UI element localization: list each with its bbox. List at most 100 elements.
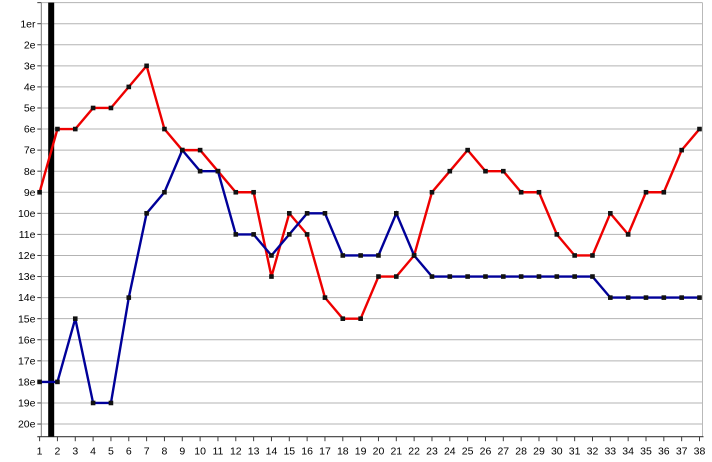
x-axis-label: 33: [604, 446, 616, 458]
blue-series-marker: [536, 274, 542, 279]
red-series-marker: [679, 147, 684, 153]
x-axis-label: 22: [408, 446, 420, 458]
x-axis-label: 5: [108, 446, 114, 458]
x-axis-label: 26: [480, 446, 492, 458]
blue-series-marker: [625, 295, 631, 300]
red-series-marker: [625, 232, 631, 237]
x-axis-label: 8: [162, 446, 168, 458]
y-axis-label: 4e: [24, 82, 36, 94]
y-axis-label: 11e: [19, 229, 36, 241]
y-axis-label: 14e: [18, 292, 36, 304]
x-axis-label: 3: [72, 446, 78, 458]
blue-series-marker: [376, 253, 381, 258]
x-axis-label: 17: [319, 446, 331, 458]
blue-series-marker: [162, 189, 167, 195]
red-series-marker: [554, 232, 560, 237]
red-series-marker: [465, 147, 470, 153]
vertical-marker-bar: [48, 2, 55, 437]
red-series-marker: [90, 105, 96, 111]
blue-series-marker: [251, 232, 256, 237]
x-axis-label: 1: [37, 446, 43, 458]
blue-series-marker: [608, 295, 613, 300]
red-series-marker: [322, 295, 328, 300]
blue-series-marker: [55, 379, 60, 385]
blue-series-marker: [304, 211, 310, 216]
x-axis-label: 32: [587, 446, 599, 458]
blue-series-marker: [411, 253, 417, 258]
y-axis-label: 18e: [18, 376, 36, 388]
blue-series-marker: [286, 232, 292, 237]
axes: [37, 2, 704, 438]
x-axis-label: 21: [390, 446, 402, 458]
blue-series-line: [39, 147, 700, 405]
blue-series-marker: [358, 253, 363, 258]
blue-series-marker: [572, 274, 577, 279]
x-axis-label: 18: [337, 446, 349, 458]
red-series-marker: [501, 168, 506, 174]
blue-series-marker: [447, 274, 453, 279]
red-series-marker: [233, 189, 239, 195]
x-axis-label: 25: [462, 446, 474, 458]
blue-series-marker: [501, 274, 506, 279]
blue-series-marker: [215, 168, 221, 174]
x-axis-label: 28: [515, 446, 527, 458]
x-axis-label: 23: [426, 446, 438, 458]
blue-series-marker: [37, 379, 42, 385]
blue-series-marker: [394, 211, 399, 216]
x-axis-label: 34: [622, 446, 634, 458]
red-series-marker: [394, 274, 399, 279]
y-axis-label: 8e: [24, 166, 36, 178]
blue-series-marker: [179, 147, 185, 153]
x-axis-label: 20: [373, 446, 385, 458]
blue-series-marker: [72, 316, 78, 321]
red-series-marker: [144, 63, 149, 69]
x-axis-label: 15: [283, 446, 295, 458]
y-axis-label: 15e: [18, 313, 36, 325]
x-axis-label: 38: [694, 446, 706, 458]
blue-series-marker: [269, 253, 274, 258]
x-axis-label: 11: [212, 446, 223, 458]
red-series-marker: [55, 126, 60, 132]
blue-series-marker: [197, 168, 203, 174]
x-axis-label: 13: [248, 446, 260, 458]
blue-series-marker: [697, 295, 702, 300]
blue-series-marker: [340, 253, 346, 258]
x-axis-label: 2: [55, 446, 61, 458]
blue-series-marker: [144, 211, 149, 216]
red-series-marker: [304, 232, 310, 237]
x-axis-label: 31: [569, 446, 581, 458]
red-series-marker: [340, 316, 346, 321]
y-axis-label: 20e: [18, 419, 36, 431]
x-axis-label: 29: [533, 446, 545, 458]
y-axis-label: 10e: [18, 208, 36, 220]
y-axis-label: 17e: [18, 355, 36, 367]
y-axis-label: 19e: [18, 398, 36, 410]
x-axis-label: 9: [179, 446, 185, 458]
blue-series-marker: [233, 232, 239, 237]
x-axis-label: 7: [144, 446, 150, 458]
gridlines: [41, 2, 703, 425]
red-series-marker: [518, 189, 524, 195]
red-series-marker: [72, 126, 78, 132]
red-series-marker: [536, 189, 542, 195]
x-axis-label: 12: [230, 446, 242, 458]
blue-series-marker: [483, 274, 488, 279]
x-axis-ticks: [39, 436, 700, 442]
y-axis-label: 12e: [18, 250, 36, 262]
x-axis-label: 24: [444, 446, 456, 458]
y-axis-label: 3e: [24, 60, 36, 72]
red-series-marker: [429, 189, 435, 195]
x-axis-label: 37: [676, 446, 688, 458]
blue-series-marker: [90, 400, 96, 406]
y-axis-ticks: [37, 2, 42, 425]
y-axis-label: 7e: [24, 145, 36, 157]
red-series-marker: [37, 189, 42, 195]
blue-series-marker: [322, 211, 328, 216]
y-axis-label: 16e: [18, 334, 36, 346]
x-axis-label: 6: [126, 446, 132, 458]
x-axis-label: 36: [658, 446, 670, 458]
red-series-marker: [108, 105, 114, 111]
y-axis-labels: 1er 2e 3e 4e 5e 6e 7e 8e 9e 10e 11e 12e 13e 14e 15e 16e…: [18, 18, 36, 430]
x-axis-label: 19: [355, 446, 367, 458]
